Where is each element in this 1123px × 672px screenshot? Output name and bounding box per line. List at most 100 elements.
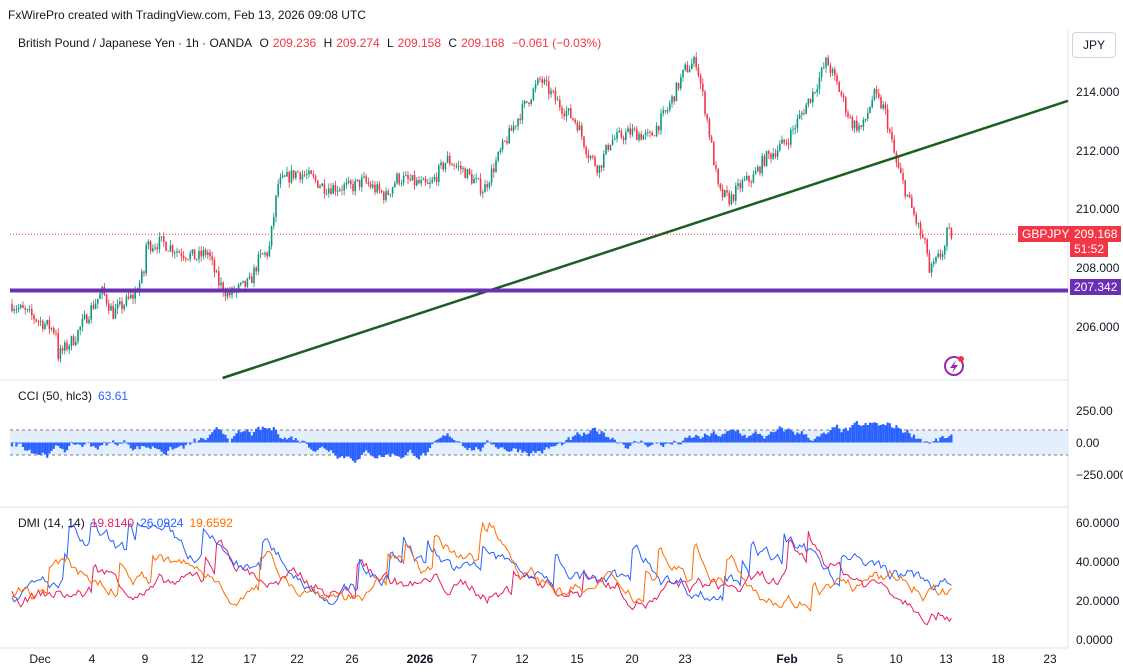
candle-body: [297, 171, 299, 173]
candle-body: [35, 319, 37, 322]
candle-body: [836, 75, 838, 83]
symbol-label[interactable]: British Pound / Japanese Yen · 1h · OAND…: [18, 36, 253, 50]
candle-body: [407, 175, 409, 180]
candle-body: [48, 319, 51, 330]
cci-bar: [222, 433, 225, 443]
cci-bar: [314, 442, 317, 452]
dmi-legend[interactable]: DMI (14, 14) 19.8140 26.0924 19.6592: [18, 516, 239, 530]
cci-bar: [422, 442, 425, 454]
candle-body: [548, 81, 550, 95]
candle-body: [618, 130, 620, 133]
candle-body: [935, 256, 937, 262]
currency-button[interactable]: JPY: [1072, 32, 1116, 58]
cci-bar: [127, 442, 130, 445]
candle-body: [347, 180, 350, 183]
candle-body: [581, 125, 583, 137]
cci-bar: [611, 437, 614, 443]
candle-body: [211, 256, 213, 260]
candle-body: [229, 291, 231, 296]
candle-body: [446, 155, 449, 163]
candle-body: [262, 253, 264, 255]
candle-body: [165, 241, 167, 251]
cci-bar: [695, 434, 698, 443]
cci-bar: [32, 442, 36, 454]
candle-body: [911, 197, 913, 208]
candle-body: [334, 185, 337, 192]
cci-bar: [318, 442, 322, 448]
cci-bar: [17, 442, 20, 444]
candle-body: [732, 194, 735, 201]
candle-body: [310, 170, 312, 174]
candle-body: [946, 227, 948, 247]
cci-bar: [270, 430, 273, 443]
candle-body: [713, 142, 715, 166]
cci-bar: [730, 429, 733, 443]
candle-body: [735, 185, 737, 201]
time-tick: 26: [345, 652, 359, 666]
cci-bar: [640, 440, 643, 443]
candle-body: [827, 57, 829, 66]
candle-body: [244, 280, 246, 287]
cci-bar: [94, 442, 97, 448]
cci-bar: [74, 442, 77, 445]
countdown-badge: 51:52: [1070, 241, 1109, 257]
time-tick: 15: [570, 652, 584, 666]
cci-bar: [457, 441, 460, 443]
candle-body: [200, 250, 202, 257]
cci-legend[interactable]: CCI (50, hlc3) 63.61: [18, 389, 134, 403]
cci-bar: [596, 431, 599, 443]
cci-bar: [52, 442, 55, 449]
cci-bar: [338, 442, 341, 458]
candle-body: [787, 143, 790, 145]
cci-bar: [895, 425, 898, 443]
cci-bar: [725, 431, 729, 443]
time-tick: 22: [290, 652, 304, 666]
candle-body: [677, 82, 680, 89]
cci-bar: [101, 442, 104, 445]
candle-body: [31, 308, 33, 316]
candle-body: [772, 153, 774, 159]
cci-bar: [538, 442, 542, 452]
cci-bar: [761, 435, 764, 443]
cci-bar: [437, 438, 440, 443]
cci-bar: [360, 442, 363, 455]
cci-bar: [145, 442, 148, 448]
price-axis[interactable]: 214.000 212.000 210.000 208.000 206.000: [1076, 85, 1120, 334]
candle-body: [719, 183, 722, 189]
candle-body: [862, 119, 865, 127]
candle-body: [409, 179, 411, 181]
candle-body: [776, 150, 779, 157]
cci-bar: [664, 442, 667, 445]
candle-body: [937, 253, 939, 257]
cci-bar: [158, 442, 161, 450]
candle-body: [28, 308, 31, 310]
trendline[interactable]: [222, 99, 1069, 380]
cci-bar: [890, 427, 894, 443]
cci-bar: [125, 442, 128, 444]
candle-body: [94, 303, 97, 309]
cci-bar: [818, 436, 821, 443]
cci-bar: [208, 434, 212, 443]
candle-body: [504, 140, 506, 142]
candle-body: [39, 320, 42, 322]
candle-body: [893, 139, 895, 153]
time-axis[interactable]: Dec 4 9 12 17 22 26 2026 7 12 15 20 23 Feb 5 10 13 18 23: [29, 652, 1057, 666]
candle-body: [389, 193, 392, 195]
lightning-sync-icon[interactable]: [944, 356, 964, 376]
candle-body: [11, 304, 13, 312]
candle-body: [757, 166, 759, 172]
cci-bar: [217, 429, 220, 443]
candle-body: [706, 114, 708, 120]
candle-body: [42, 320, 44, 330]
cci-bar: [112, 440, 115, 443]
candle-body: [941, 254, 944, 257]
cci-bar: [514, 442, 517, 449]
cci-bar: [303, 441, 306, 443]
candle-body: [754, 171, 757, 175]
cci-bar: [939, 437, 942, 443]
candle-body: [583, 136, 585, 148]
candle-body: [418, 180, 420, 184]
cci-bar: [545, 442, 548, 448]
cci-bar: [420, 442, 423, 456]
candle-body: [182, 256, 185, 258]
